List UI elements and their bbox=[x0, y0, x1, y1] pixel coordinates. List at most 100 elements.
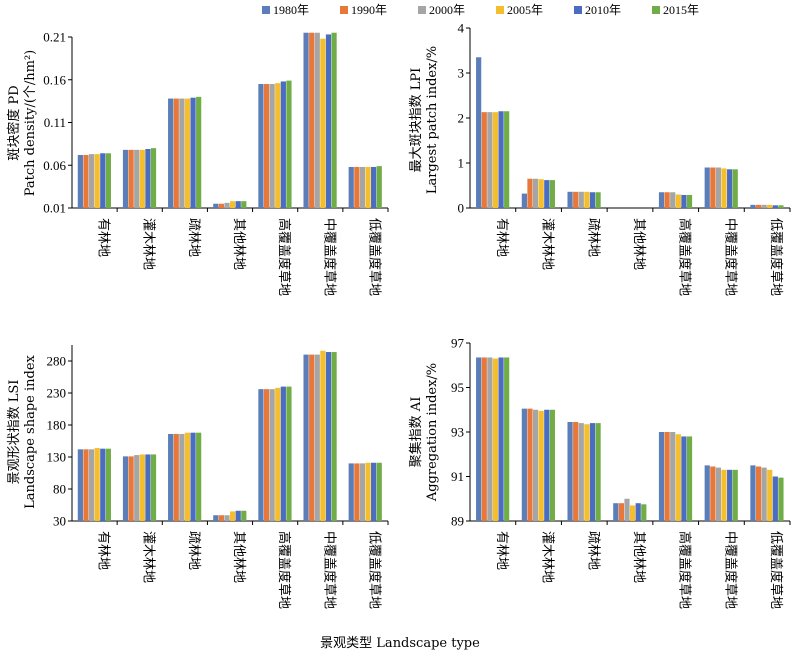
bar bbox=[218, 515, 224, 521]
y-tick-label: 230 bbox=[47, 386, 67, 401]
bar bbox=[258, 389, 264, 521]
bar bbox=[320, 350, 326, 521]
legend-swatch bbox=[418, 6, 426, 14]
bar bbox=[761, 204, 767, 208]
x-category-label: 高覆盖度草地 bbox=[677, 531, 693, 609]
bar bbox=[481, 357, 487, 521]
bar bbox=[772, 476, 778, 521]
x-category-label: 其他林地 bbox=[231, 218, 246, 270]
bar bbox=[487, 112, 493, 208]
bar bbox=[732, 169, 738, 208]
bar bbox=[359, 463, 366, 521]
bar bbox=[224, 515, 230, 521]
x-category-label: 高覆盖度草地 bbox=[276, 531, 292, 609]
bar bbox=[241, 510, 247, 521]
bar bbox=[675, 194, 681, 208]
y-axis-title-en: Patch density/(个/hm²) bbox=[23, 50, 38, 197]
bar bbox=[134, 149, 140, 208]
bar bbox=[303, 354, 309, 521]
bar bbox=[618, 503, 624, 521]
bar bbox=[348, 166, 354, 208]
bar bbox=[371, 166, 377, 208]
bar bbox=[686, 436, 693, 521]
bar bbox=[314, 32, 320, 208]
bar bbox=[755, 204, 762, 208]
bar bbox=[750, 465, 756, 521]
bar bbox=[544, 409, 550, 521]
legend-swatch bbox=[652, 6, 660, 14]
bar bbox=[686, 194, 693, 208]
bar bbox=[767, 204, 773, 208]
bar bbox=[595, 192, 601, 208]
bar bbox=[88, 449, 95, 521]
bar bbox=[275, 83, 281, 208]
bar bbox=[544, 180, 550, 208]
bar bbox=[354, 463, 360, 521]
x-category-label: 灌木林地 bbox=[141, 531, 156, 583]
bar bbox=[641, 504, 647, 521]
bar bbox=[492, 358, 499, 521]
bar bbox=[168, 433, 174, 521]
legend-label: 2000年 bbox=[429, 3, 465, 17]
bar bbox=[168, 98, 174, 208]
bar bbox=[487, 357, 493, 521]
bar bbox=[150, 148, 157, 208]
x-category-label: 其他林地 bbox=[631, 218, 646, 270]
x-category-label: 有林地 bbox=[96, 218, 111, 257]
bar bbox=[715, 167, 722, 208]
x-category-label: 低覆盖度草地 bbox=[768, 218, 784, 296]
bar bbox=[772, 205, 778, 208]
x-category-label: 低覆盖度草地 bbox=[366, 218, 382, 296]
bar bbox=[269, 389, 275, 521]
bar bbox=[280, 81, 286, 208]
bar bbox=[77, 449, 83, 521]
bar bbox=[173, 98, 179, 208]
bar bbox=[359, 166, 366, 208]
bar bbox=[664, 192, 670, 208]
bar bbox=[504, 357, 510, 521]
bar bbox=[681, 194, 687, 208]
bar bbox=[549, 180, 555, 208]
bar bbox=[263, 84, 270, 208]
bar bbox=[145, 454, 151, 521]
bar bbox=[325, 352, 332, 521]
bar bbox=[595, 423, 601, 521]
bar bbox=[230, 201, 236, 208]
bar bbox=[213, 515, 219, 521]
y-tick-label: 4 bbox=[458, 21, 465, 36]
legend-label: 2005年 bbox=[507, 3, 543, 17]
bar bbox=[83, 449, 89, 521]
bar bbox=[476, 357, 482, 521]
bar bbox=[190, 97, 196, 208]
bar bbox=[664, 432, 670, 521]
y-tick-label: 0.16 bbox=[43, 72, 66, 87]
y-tick-label: 0.01 bbox=[43, 201, 66, 216]
x-category-label: 疏林地 bbox=[585, 218, 600, 257]
bar bbox=[145, 149, 151, 208]
bar bbox=[767, 469, 773, 521]
x-category-label: 中覆盖度草地 bbox=[321, 218, 337, 296]
bar bbox=[778, 477, 784, 521]
bar bbox=[128, 456, 134, 521]
y-axis-title-cn: 最大斑块指数 LPI bbox=[409, 68, 424, 173]
y-axis-title-cn: 聚集指数 AI bbox=[408, 397, 424, 468]
bar bbox=[538, 410, 544, 521]
bar bbox=[704, 465, 710, 521]
bar bbox=[184, 432, 191, 521]
bar bbox=[481, 112, 487, 208]
bar bbox=[139, 149, 145, 208]
bar bbox=[94, 448, 100, 521]
bar bbox=[567, 421, 573, 521]
bar bbox=[376, 462, 382, 521]
bar bbox=[710, 167, 716, 208]
bar bbox=[309, 354, 315, 521]
bar bbox=[320, 38, 326, 209]
y-tick-label: 180 bbox=[47, 418, 67, 433]
bar bbox=[88, 154, 95, 208]
x-axis-title: 景观类型 Landscape type bbox=[320, 636, 480, 651]
bar bbox=[376, 166, 382, 208]
bar bbox=[365, 166, 371, 208]
bar bbox=[630, 505, 636, 521]
bar bbox=[173, 433, 179, 521]
